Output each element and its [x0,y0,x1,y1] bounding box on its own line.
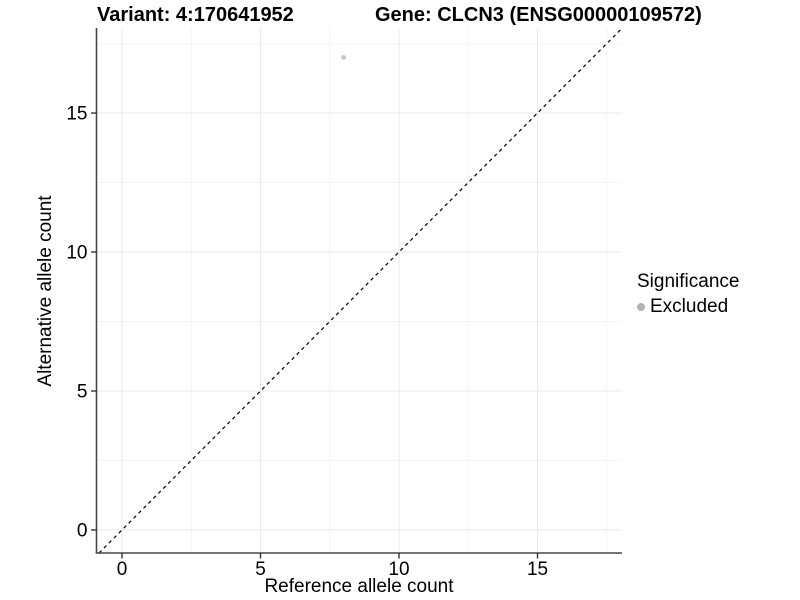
y-tick-label: 10 [66,243,87,264]
y-tick-label: 5 [77,381,88,402]
data-point [341,55,346,60]
plot-title-gene: Gene: CLCN3 (ENSG00000109572) [375,4,702,26]
legend-key-dot-icon [637,303,645,311]
x-tick-label: 15 [527,559,548,580]
legend-title: Significance [637,271,740,292]
x-tick-label: 5 [255,559,266,580]
y-tick-label: 0 [77,520,88,541]
y-axis-title: Alternative allele count [35,195,56,387]
plot-title-variant: Variant: 4:170641952 [97,4,294,26]
identity-reference-line [98,27,623,554]
x-axis-title: Reference allele count [264,576,454,597]
y-tick-label: 15 [66,104,87,125]
legend-item-excluded: Excluded [637,296,739,318]
x-tick-label: 10 [388,559,409,580]
legend: Significance Excluded [637,271,739,318]
legend-item-label: Excluded [650,296,729,317]
x-tick-label: 0 [117,559,128,580]
